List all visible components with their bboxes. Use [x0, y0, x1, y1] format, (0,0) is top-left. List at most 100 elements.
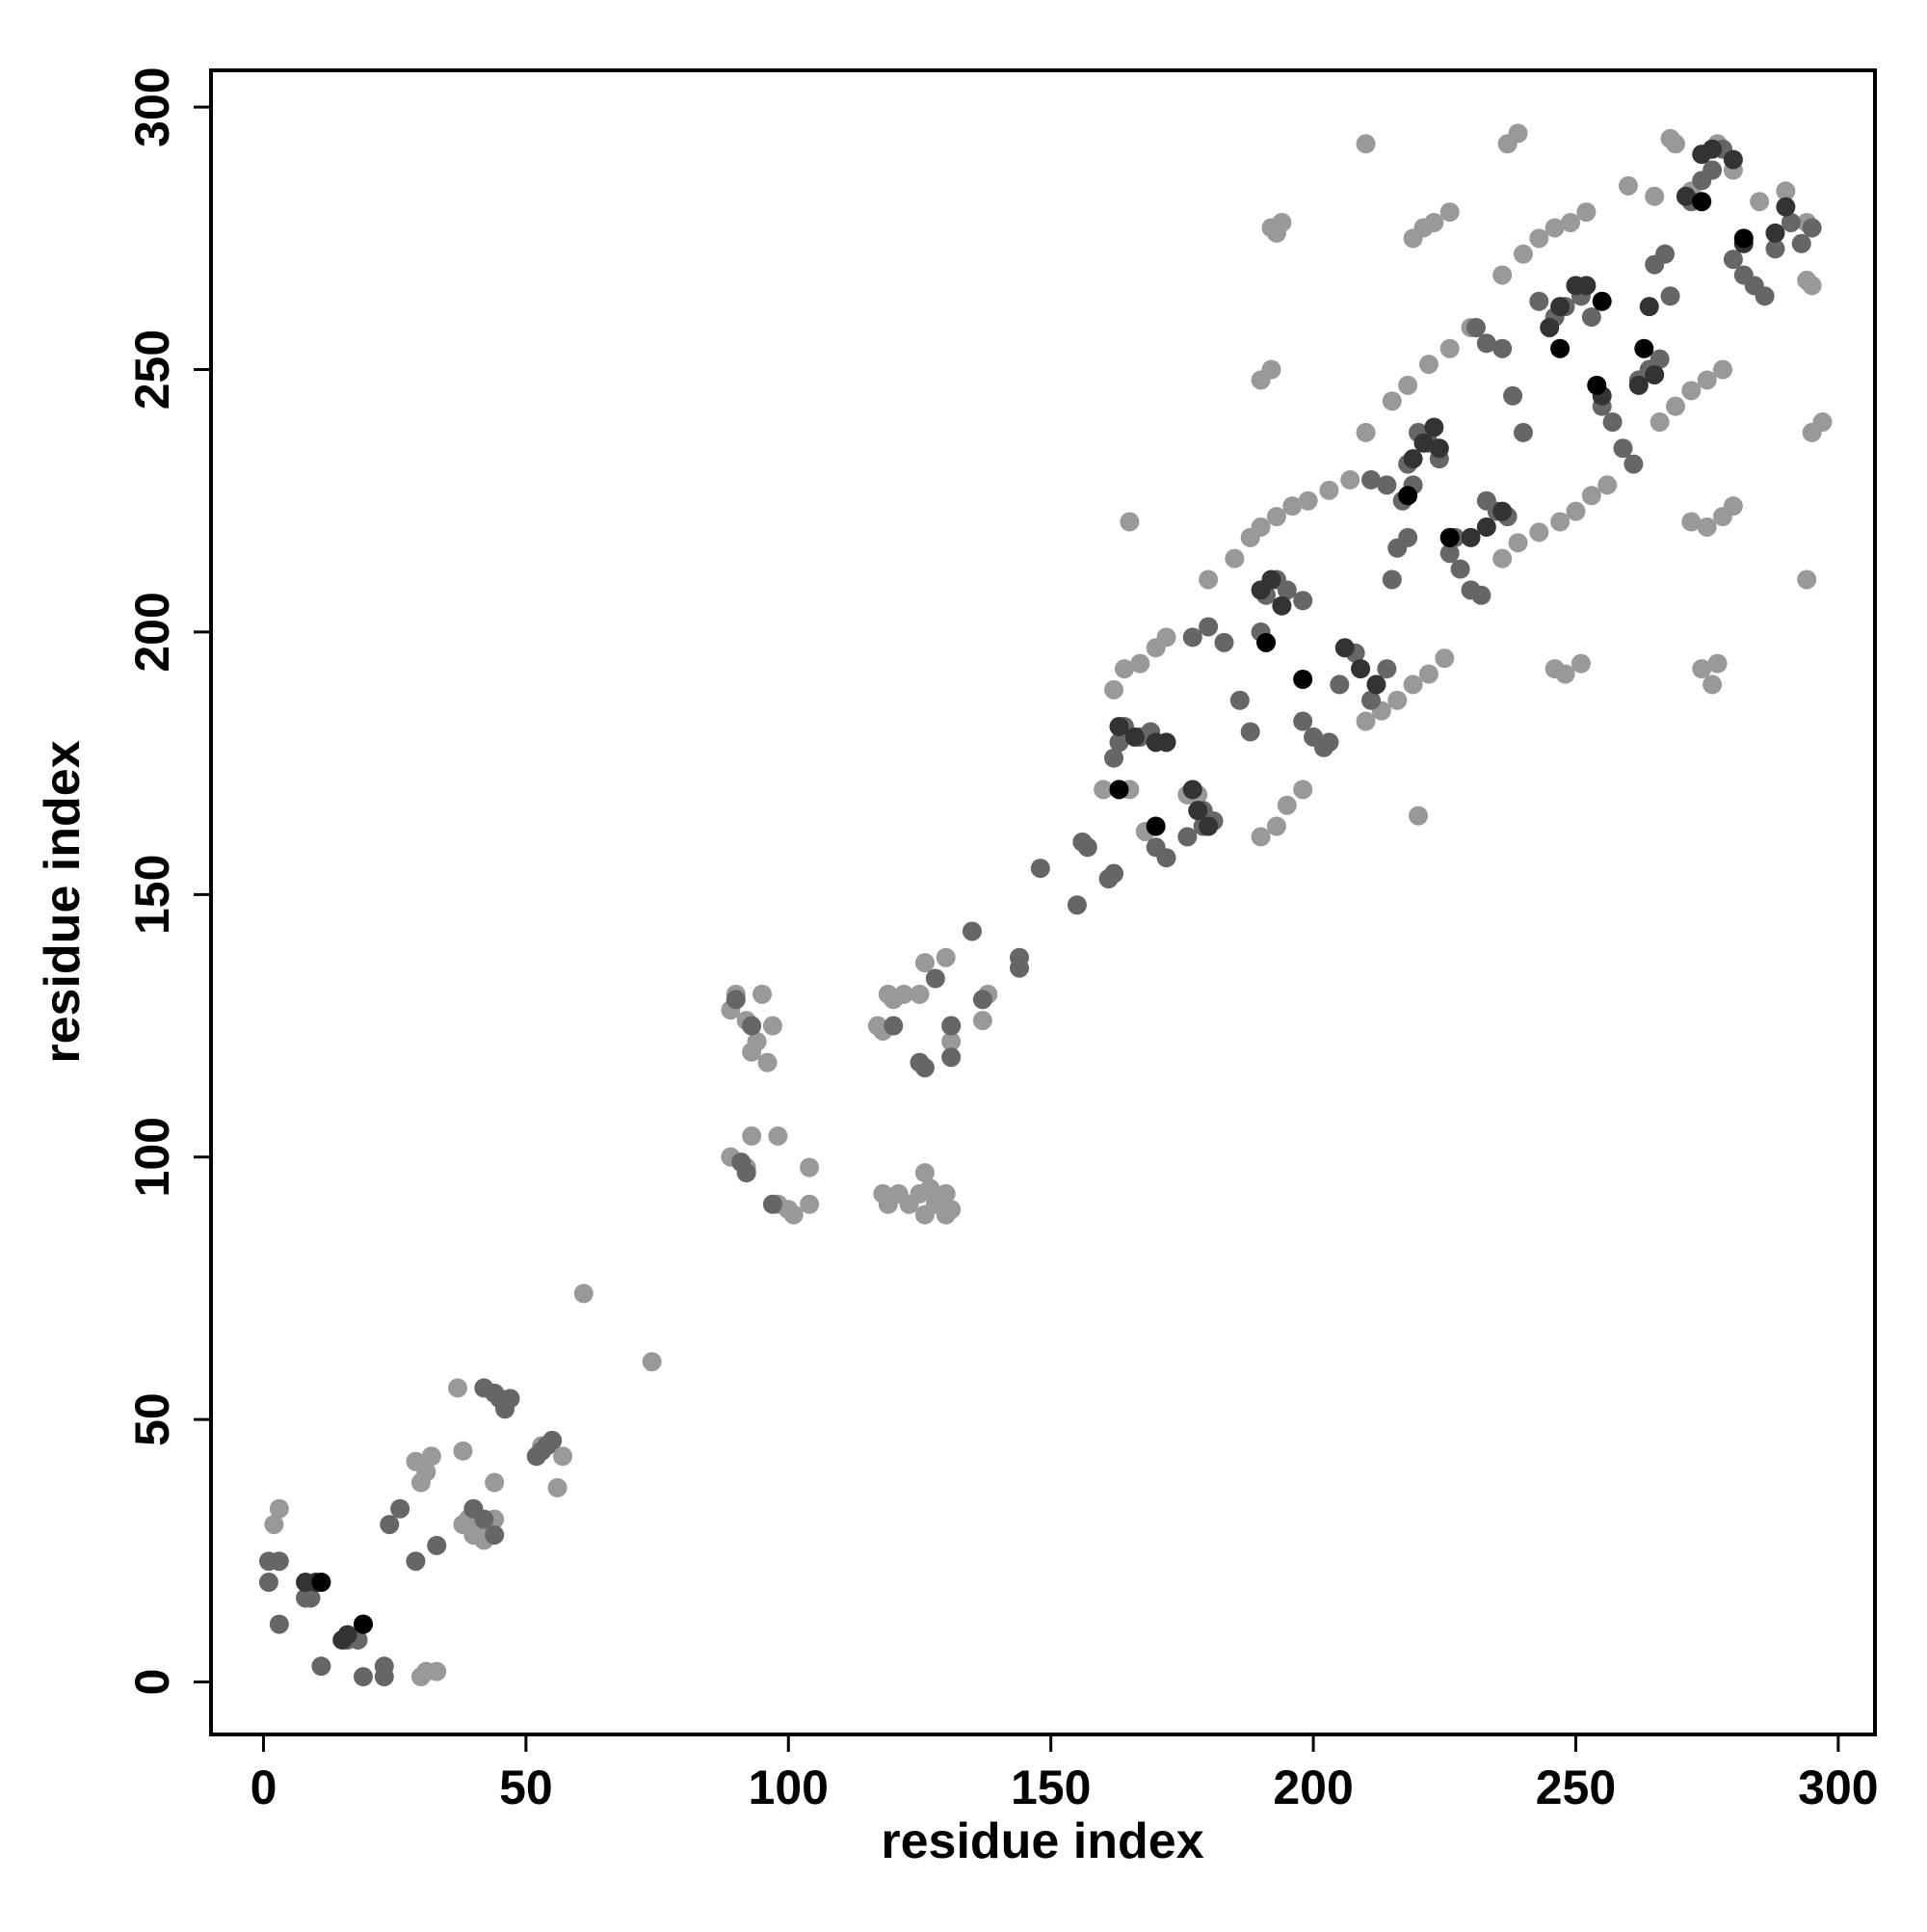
- point: [1382, 391, 1402, 411]
- point: [1319, 480, 1339, 500]
- point: [1529, 228, 1549, 249]
- point: [1750, 192, 1770, 212]
- point: [1439, 543, 1460, 564]
- point: [526, 1446, 546, 1467]
- y-tick-label: 200: [125, 592, 179, 672]
- point: [1681, 381, 1702, 401]
- point: [1639, 297, 1659, 317]
- point: [1334, 638, 1355, 658]
- point: [1450, 559, 1470, 579]
- point: [752, 984, 773, 1004]
- point: [1094, 780, 1114, 800]
- point: [1540, 317, 1560, 337]
- x-tick-label: 150: [1011, 1760, 1091, 1814]
- point: [1439, 527, 1460, 547]
- point: [485, 1472, 505, 1493]
- point: [1765, 239, 1785, 259]
- point: [547, 1477, 568, 1497]
- point: [1319, 732, 1339, 753]
- point: [1645, 186, 1665, 206]
- point: [1130, 653, 1150, 674]
- point: [1156, 848, 1176, 868]
- point: [1665, 134, 1685, 154]
- y-tick-label: 50: [125, 1392, 179, 1446]
- point: [1581, 307, 1601, 328]
- point: [1692, 192, 1712, 212]
- point: [311, 1573, 331, 1593]
- point: [1424, 212, 1444, 232]
- point: [1561, 212, 1581, 232]
- point: [736, 1163, 756, 1183]
- point: [485, 1524, 505, 1545]
- point: [910, 984, 930, 1004]
- point: [1109, 780, 1129, 800]
- point: [800, 1194, 820, 1214]
- point: [1597, 475, 1618, 495]
- point: [1261, 359, 1281, 380]
- x-tick-label: 0: [251, 1760, 277, 1814]
- point: [1703, 139, 1723, 159]
- point: [1356, 134, 1376, 154]
- point: [453, 1441, 473, 1461]
- y-tick-label: 300: [125, 66, 179, 146]
- point: [1781, 212, 1801, 232]
- point: [410, 1472, 431, 1493]
- point: [914, 953, 935, 973]
- point: [1697, 516, 1717, 537]
- point: [427, 1661, 447, 1681]
- point: [1398, 486, 1418, 506]
- point: [1251, 516, 1271, 537]
- point: [1403, 449, 1423, 469]
- point: [747, 1031, 767, 1051]
- point: [1156, 627, 1176, 648]
- point: [1723, 250, 1743, 270]
- point: [1277, 795, 1297, 815]
- point: [1340, 469, 1360, 490]
- point: [1776, 181, 1796, 201]
- point: [1492, 338, 1513, 358]
- point: [1703, 160, 1723, 180]
- point: [353, 1667, 373, 1687]
- point: [1413, 433, 1434, 453]
- point: [1797, 569, 1817, 590]
- point: [925, 968, 945, 989]
- point: [1182, 780, 1202, 800]
- y-tick-label: 150: [125, 855, 179, 935]
- point: [1240, 722, 1260, 742]
- point: [1387, 690, 1408, 710]
- point: [1587, 375, 1607, 395]
- point: [762, 1016, 782, 1036]
- point: [1529, 291, 1549, 311]
- point: [1650, 412, 1670, 433]
- point: [1602, 412, 1623, 433]
- point: [1120, 512, 1140, 532]
- point: [427, 1535, 447, 1555]
- point: [264, 1515, 284, 1535]
- point: [1550, 512, 1571, 532]
- point: [1723, 496, 1743, 516]
- point: [1471, 585, 1491, 605]
- point: [1109, 732, 1129, 753]
- point: [1566, 501, 1586, 521]
- point: [1409, 806, 1429, 826]
- point: [920, 1178, 940, 1199]
- point: [1676, 186, 1696, 206]
- point: [962, 921, 982, 941]
- point: [1214, 632, 1234, 652]
- point: [1424, 417, 1444, 437]
- point: [1435, 648, 1455, 669]
- point: [1098, 868, 1119, 888]
- plot-frame: [209, 68, 1877, 1736]
- point: [1550, 297, 1571, 317]
- point: [1188, 801, 1208, 821]
- y-tick-label: 100: [125, 1117, 179, 1197]
- point: [1755, 286, 1775, 306]
- point: [1465, 317, 1486, 337]
- point: [1660, 286, 1680, 306]
- point: [936, 947, 956, 967]
- y-tick-label: 0: [125, 1669, 179, 1696]
- point: [1634, 338, 1654, 358]
- point: [1330, 675, 1350, 695]
- point: [337, 1625, 357, 1645]
- point: [474, 1509, 494, 1529]
